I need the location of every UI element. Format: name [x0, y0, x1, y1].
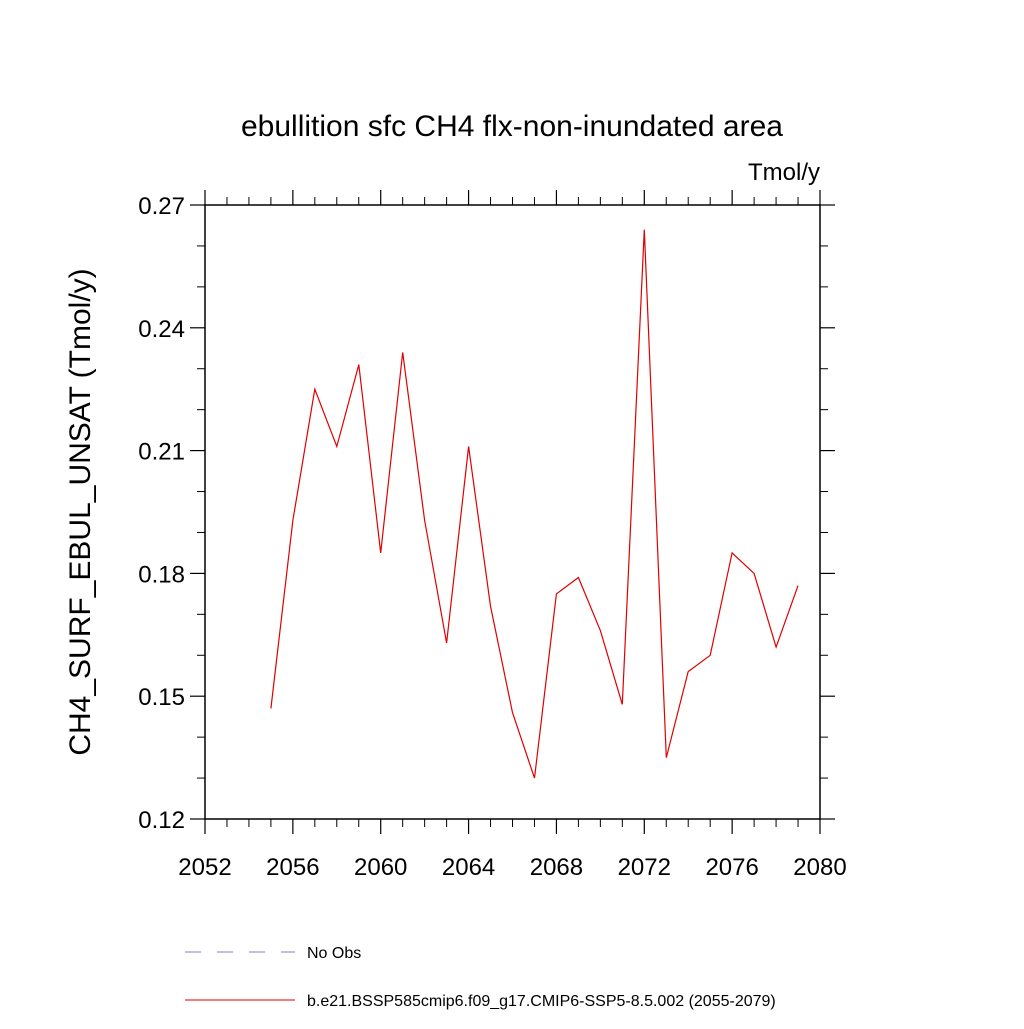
y-tick-label: 0.27 — [138, 193, 185, 220]
legend-label: No Obs — [307, 945, 361, 962]
y-tick-label: 0.15 — [138, 684, 185, 711]
y-tick-label: 0.12 — [138, 807, 185, 834]
x-tick-label: 2072 — [618, 854, 671, 881]
y-tick-label: 0.24 — [138, 316, 185, 343]
tick-labels: 2052 2056 2060 2064 2068 2072 2076 2080 0.12 0.15… — [138, 193, 846, 881]
plot-frame — [204, 204, 821, 820]
series-layer — [270, 229, 799, 779]
units-label: Tmol/y — [748, 159, 820, 186]
x-tick-label: 2052 — [178, 854, 231, 881]
legend: No Obs b.e21.BSSP585cmip6.f09_g17.CMIP6-S… — [185, 945, 776, 1010]
chart-title: ebullition sfc CH4 flx-non-inundated are… — [241, 110, 783, 143]
x-tick-label: 2076 — [705, 854, 758, 881]
x-tick-label: 2068 — [530, 854, 583, 881]
y-tick-label: 0.18 — [138, 561, 185, 588]
axis-ticks — [190, 190, 835, 834]
x-tick-label: 2064 — [442, 854, 495, 881]
x-tick-label: 2060 — [354, 854, 407, 881]
series-line — [270, 229, 799, 779]
y-tick-label: 0.21 — [138, 439, 185, 466]
legend-label: b.e21.BSSP585cmip6.f09_g17.CMIP6-SSP5-8.… — [307, 993, 776, 1010]
x-tick-label: 2056 — [266, 854, 319, 881]
x-tick-label: 2080 — [793, 854, 846, 881]
y-axis-label: CH4_SURF_EBUL_UNSAT (Tmol/y) — [64, 268, 97, 755]
